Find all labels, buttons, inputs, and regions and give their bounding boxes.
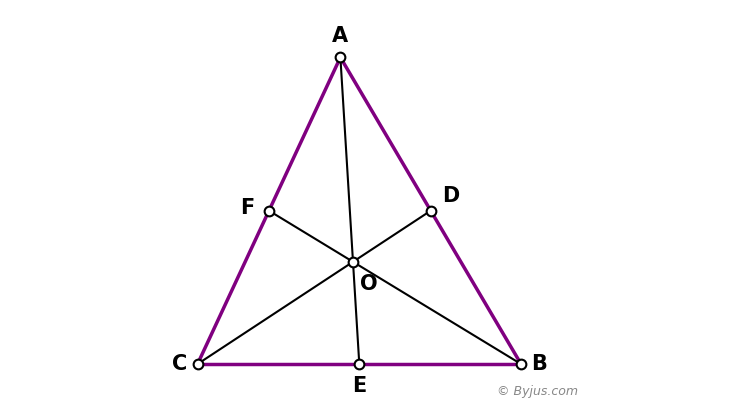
Text: © Byjus.com: © Byjus.com — [497, 385, 577, 398]
Text: D: D — [443, 186, 460, 206]
Text: E: E — [352, 376, 367, 396]
Text: F: F — [240, 198, 254, 218]
Text: O: O — [361, 273, 378, 294]
Text: B: B — [531, 354, 548, 374]
Text: A: A — [332, 26, 349, 45]
Text: C: C — [172, 354, 187, 374]
